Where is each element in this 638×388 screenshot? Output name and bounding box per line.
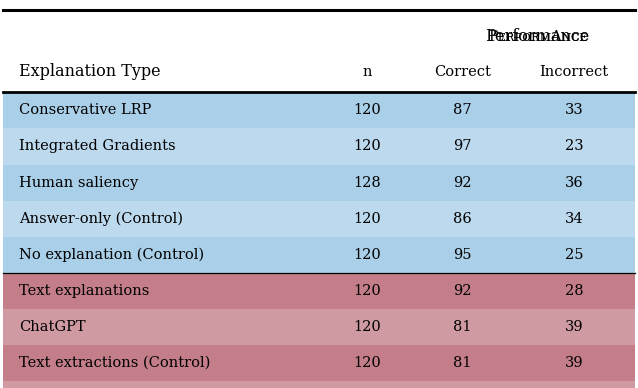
- Bar: [3, 128, 635, 165]
- Text: 120: 120: [353, 211, 381, 226]
- Text: 120: 120: [353, 139, 381, 154]
- Text: Explanation Type: Explanation Type: [19, 63, 161, 80]
- Text: 87: 87: [453, 103, 472, 118]
- Text: PᴇʀғᴏʀᴍAɴᴄᴇ: PᴇʀғᴏʀᴍAɴᴄᴇ: [488, 30, 587, 44]
- Text: 86: 86: [453, 211, 472, 226]
- Text: 128: 128: [353, 175, 381, 190]
- Bar: [3, 92, 635, 128]
- Text: Text explanations: Text explanations: [19, 284, 149, 298]
- Text: 92: 92: [454, 284, 471, 298]
- Text: Incorrect: Incorrect: [540, 65, 609, 79]
- Text: No explanation (Control): No explanation (Control): [19, 248, 204, 262]
- Text: Correct: Correct: [434, 65, 491, 79]
- Bar: [3, 309, 635, 345]
- Bar: [3, 201, 635, 237]
- Text: 120: 120: [353, 284, 381, 298]
- Text: 28: 28: [565, 284, 584, 298]
- Text: 120: 120: [353, 103, 381, 118]
- Bar: [3, 381, 635, 388]
- Text: 23: 23: [565, 139, 584, 154]
- Text: 25: 25: [565, 248, 583, 262]
- Text: 95: 95: [454, 248, 471, 262]
- Bar: [3, 237, 635, 273]
- Text: Conservative LRP: Conservative LRP: [19, 103, 151, 118]
- Text: 39: 39: [565, 320, 584, 334]
- Text: 33: 33: [565, 103, 584, 118]
- Text: 92: 92: [454, 175, 471, 190]
- Text: 120: 120: [353, 248, 381, 262]
- Text: Performance: Performance: [486, 28, 590, 45]
- Text: 120: 120: [353, 320, 381, 334]
- Text: 120: 120: [353, 356, 381, 370]
- Text: ChatGPT: ChatGPT: [19, 320, 85, 334]
- Text: Human saliency: Human saliency: [19, 175, 138, 190]
- Text: 39: 39: [565, 356, 584, 370]
- Bar: [3, 345, 635, 381]
- Bar: [3, 273, 635, 309]
- Text: n: n: [362, 65, 371, 79]
- Text: Answer-only (Control): Answer-only (Control): [19, 211, 183, 226]
- Text: 97: 97: [454, 139, 471, 154]
- Text: 34: 34: [565, 211, 584, 226]
- Text: 81: 81: [454, 356, 471, 370]
- Bar: [3, 165, 635, 201]
- Text: Integrated Gradients: Integrated Gradients: [19, 139, 175, 154]
- Text: 81: 81: [454, 320, 471, 334]
- Text: 36: 36: [565, 175, 584, 190]
- Text: Text extractions (Control): Text extractions (Control): [19, 356, 211, 370]
